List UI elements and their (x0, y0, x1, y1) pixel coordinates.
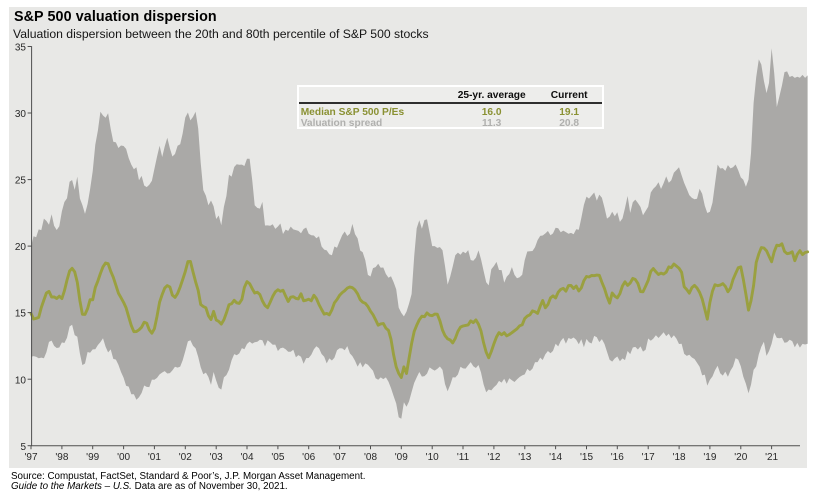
svg-text:'12: '12 (487, 452, 500, 463)
svg-text:15: 15 (15, 309, 27, 320)
svg-text:'01: '01 (148, 452, 161, 463)
svg-text:'06: '06 (302, 452, 315, 463)
svg-text:20: 20 (15, 242, 27, 253)
svg-text:10: 10 (15, 375, 27, 386)
svg-text:5: 5 (20, 442, 26, 453)
svg-text:'13: '13 (518, 452, 531, 463)
svg-text:'19: '19 (703, 452, 716, 463)
svg-text:'07: '07 (333, 452, 346, 463)
svg-text:'17: '17 (642, 452, 655, 463)
svg-text:'11: '11 (457, 452, 470, 463)
svg-text:'05: '05 (271, 452, 284, 463)
svg-text:'10: '10 (426, 452, 439, 463)
svg-text:'03: '03 (210, 452, 223, 463)
svg-text:'08: '08 (364, 452, 377, 463)
svg-text:30: 30 (15, 109, 27, 120)
svg-text:'04: '04 (240, 452, 253, 463)
svg-text:'97: '97 (24, 452, 37, 463)
svg-text:'14: '14 (549, 452, 562, 463)
svg-text:'98: '98 (55, 452, 68, 463)
svg-text:'02: '02 (179, 452, 192, 463)
svg-text:'18: '18 (673, 452, 686, 463)
svg-text:'16: '16 (611, 452, 624, 463)
svg-text:'99: '99 (86, 452, 99, 463)
svg-text:'21: '21 (765, 452, 778, 463)
svg-text:'00: '00 (117, 452, 130, 463)
svg-text:'15: '15 (580, 452, 593, 463)
svg-text:35: 35 (15, 43, 27, 54)
svg-text:'09: '09 (395, 452, 408, 463)
svg-text:25: 25 (15, 176, 27, 187)
svg-text:'20: '20 (734, 452, 747, 463)
